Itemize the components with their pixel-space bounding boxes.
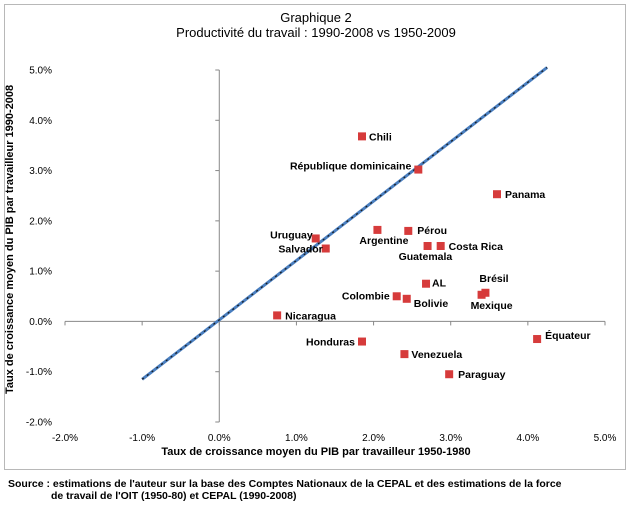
data-point — [311, 234, 320, 243]
data-point — [414, 165, 423, 174]
y-tick-label: 1.0% — [29, 267, 52, 278]
data-points — [273, 132, 542, 379]
data-point — [477, 290, 486, 299]
source-line-2: de travail de l'OIT (1950-80) et CEPAL (… — [51, 490, 297, 502]
data-point — [404, 226, 413, 235]
point-label: Uruguay — [270, 229, 313, 241]
data-point — [358, 337, 366, 346]
data-point — [445, 370, 454, 379]
y-tick-label: 4.0% — [29, 116, 52, 127]
data-point — [321, 244, 330, 253]
point-label: Équateur — [545, 329, 591, 342]
data-point — [358, 132, 366, 141]
data-point — [392, 292, 401, 301]
data-point — [373, 225, 382, 234]
x-axis-label: Taux de croissance moyen du PIB par trav… — [161, 446, 471, 458]
y-tick-label: 3.0% — [29, 166, 52, 177]
diagonal-line-dots — [141, 67, 548, 380]
x-tick-label: 3.0% — [439, 433, 462, 444]
x-tick-label: 0.0% — [208, 433, 231, 444]
data-point — [423, 242, 432, 250]
point-label: Chili — [369, 131, 392, 143]
y-tick-label: 0.0% — [29, 317, 52, 328]
diagonal-line — [141, 66, 549, 381]
y-tick-label: 5.0% — [29, 66, 52, 77]
y-tick-label: 2.0% — [29, 216, 52, 227]
point-label: Panama — [505, 189, 545, 201]
x-tick-label: 1.0% — [285, 433, 308, 444]
y-tick-label: -2.0% — [26, 418, 52, 429]
data-point — [273, 311, 282, 320]
x-tick-label: 2.0% — [362, 433, 385, 444]
x-tick-label: 5.0% — [594, 433, 617, 444]
x-tick-label: 4.0% — [516, 433, 539, 444]
point-label: AL — [432, 278, 447, 290]
y-axis-label: Taux de croissance moyen du PIB par trav… — [4, 84, 16, 394]
chart-subtitle: Productivité du travail : 1990-2008 vs 1… — [176, 25, 456, 40]
point-label: Costa Rica — [449, 241, 503, 253]
point-label: Salvador — [278, 244, 322, 256]
point-label: Argentine — [359, 235, 408, 247]
point-label: République dominicaine — [290, 161, 412, 173]
point-label: Brésil — [479, 273, 508, 285]
point-labels: Chili République dominicaine Panama Pérou Ar… — [270, 131, 591, 381]
data-point — [533, 335, 542, 344]
data-point — [402, 294, 411, 303]
y-tick-label: -1.0% — [26, 367, 52, 378]
point-label: Guatemala — [399, 251, 453, 263]
point-label: Mexique — [471, 300, 513, 312]
source-note: Source : estimations de l'auteur sur la … — [8, 478, 562, 502]
source-line-1: Source : estimations de l'auteur sur la … — [8, 478, 562, 490]
point-label: Pérou — [417, 225, 447, 237]
point-label: Nicaragua — [285, 310, 336, 322]
x-tick-label: -2.0% — [52, 433, 78, 444]
point-label: Venezuela — [411, 349, 462, 361]
data-point — [400, 350, 409, 359]
point-label: Honduras — [306, 337, 355, 349]
data-point — [493, 190, 501, 199]
point-label: Bolivie — [414, 298, 449, 310]
data-point — [436, 242, 445, 250]
data-point — [422, 279, 431, 288]
axes: -2.0% -1.0% 0.0% 1.0% 2.0% 3.0% 4.0% 5.0% -2.0% -… — [26, 66, 617, 445]
x-tick-label: -1.0% — [129, 433, 155, 444]
chart-title: Graphique 2 — [280, 10, 352, 25]
scatter-plot: -2.0% -1.0% 0.0% 1.0% 2.0% 3.0% 4.0% 5.0% -2.0% -… — [26, 66, 617, 445]
point-label: Colombie — [342, 290, 390, 302]
point-label: Paraguay — [458, 369, 505, 381]
